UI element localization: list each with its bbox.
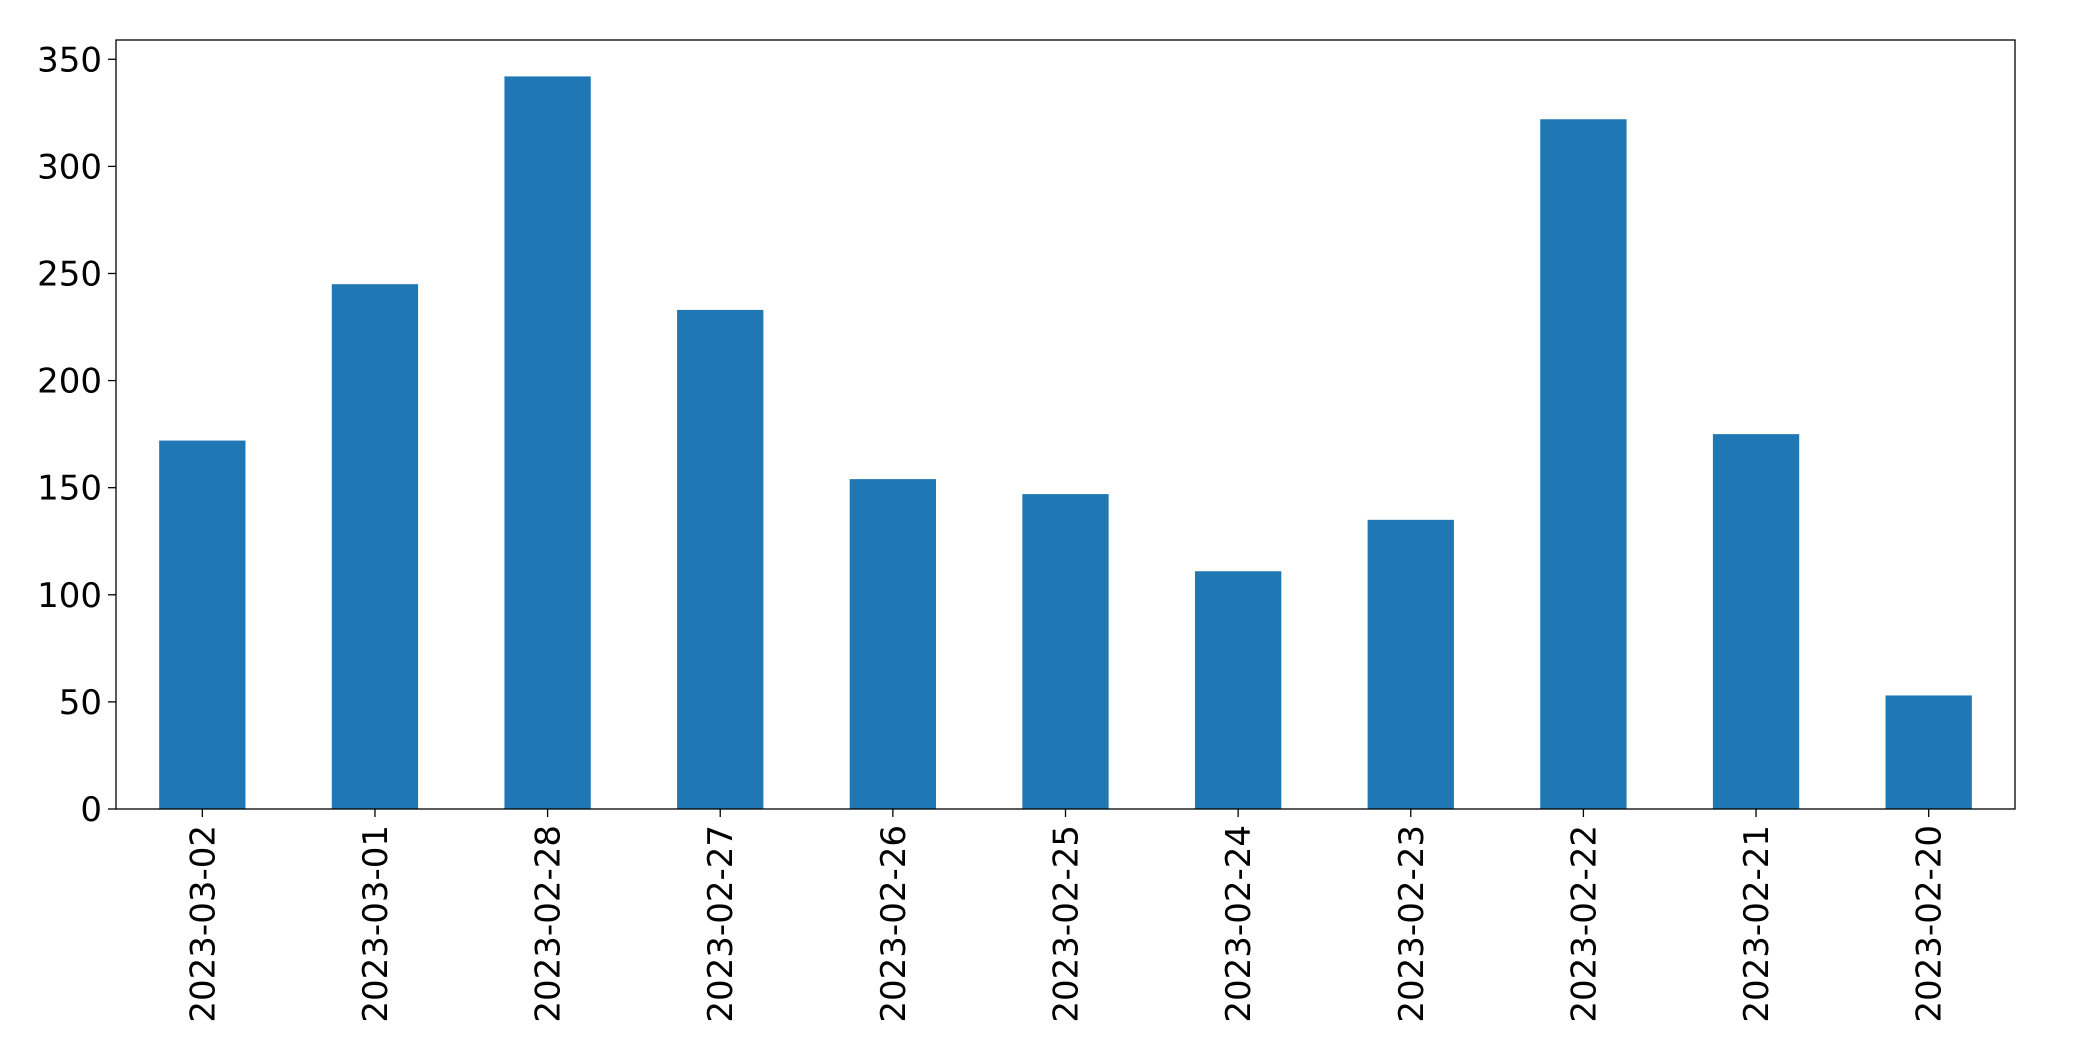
y-tick-label: 250 [37, 254, 102, 294]
bar [504, 76, 591, 809]
y-tick-label: 350 [37, 40, 102, 80]
bar [331, 284, 419, 810]
bar [1194, 571, 1282, 809]
x-tick-label: 2023-02-26 [874, 825, 914, 1023]
y-tick-label: 300 [37, 147, 102, 187]
y-tick-label: 100 [37, 576, 102, 616]
x-tick-label: 2023-02-28 [529, 825, 569, 1023]
y-tick-label: 50 [59, 683, 102, 723]
y-tick-label: 200 [37, 362, 102, 402]
x-tick-label: 2023-02-27 [701, 825, 741, 1023]
bar [159, 440, 246, 809]
plot-frame [115, 39, 2016, 810]
x-tick-label: 2023-03-01 [356, 825, 396, 1023]
y-tick-label: 150 [37, 469, 102, 509]
bar [677, 309, 764, 809]
x-tick-label: 2023-02-21 [1737, 825, 1777, 1023]
bar [1885, 695, 1972, 809]
x-tick-label: 2023-02-20 [1910, 825, 1950, 1023]
x-tick-label: 2023-02-23 [1392, 825, 1432, 1023]
bar [1022, 494, 1109, 809]
x-tick-label: 2023-03-02 [183, 825, 223, 1023]
x-tick-label: 2023-02-22 [1564, 825, 1604, 1023]
bar [1712, 434, 1800, 809]
bar [1367, 519, 1454, 809]
bar [849, 479, 937, 809]
x-tick-label: 2023-02-24 [1219, 825, 1259, 1023]
x-tick-label: 2023-02-25 [1047, 825, 1087, 1023]
y-tick-label: 0 [80, 790, 102, 830]
bar [1540, 119, 1627, 809]
